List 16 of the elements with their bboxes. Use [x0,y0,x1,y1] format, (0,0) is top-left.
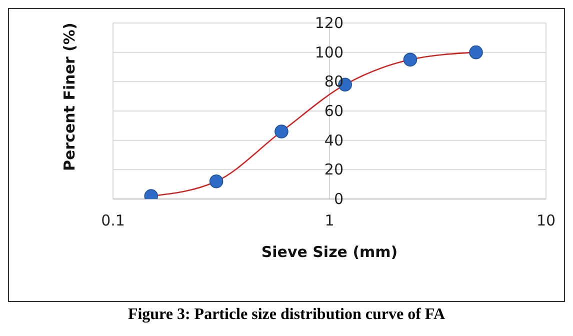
y-tick-label: 20 [324,160,344,179]
y-tick-label: 40 [324,131,344,150]
point [209,174,224,188]
y-axis-title: Percent Finer (%) [60,22,78,171]
x-axis-title: Sieve Size (mm) [261,243,398,261]
point [469,45,483,60]
x-tick-label: 10 [536,212,556,230]
x-tick-label: 1 [324,212,334,230]
y-tick-label: 100 [314,43,344,62]
x-tick-label: 0.1 [101,212,125,230]
y-tick-label: 60 [324,102,344,120]
point [403,52,418,67]
y-tick-label: 0 [334,190,344,208]
text: Figure 3: Particle size distribution curve of FA [126,306,446,324]
point [274,124,288,138]
y-tick-label: 120 [314,14,344,32]
